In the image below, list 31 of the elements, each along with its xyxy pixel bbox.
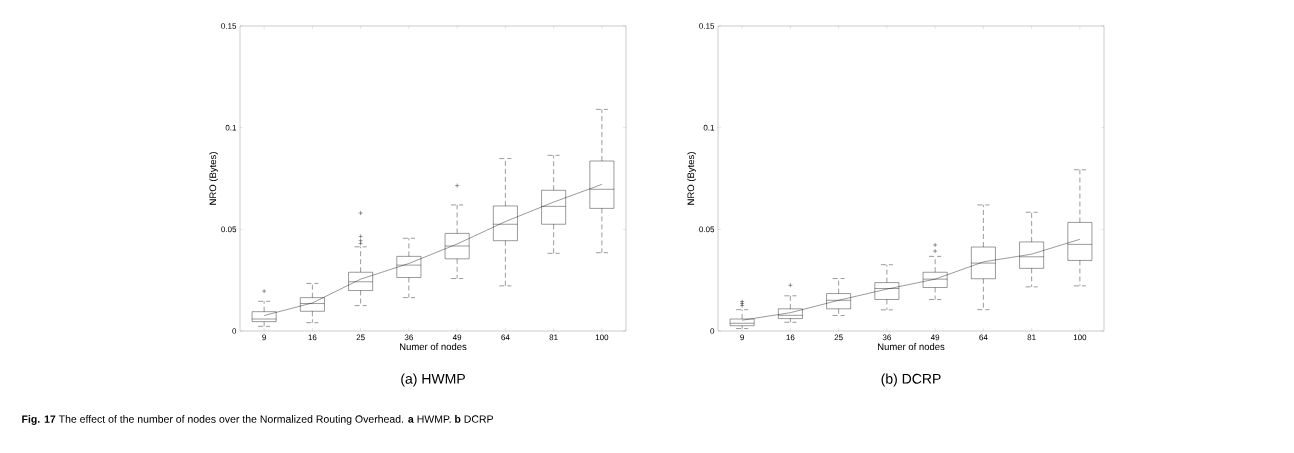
text: (a) HWMP: [401, 373, 465, 387]
x-tick-label: 16: [786, 334, 795, 341]
x-tick-label: 64: [979, 334, 988, 341]
y-axis-title: NRO (Bytes): [209, 152, 219, 205]
text: Fig. 17 The effect of the number of nodes over the Normalized Routing Overhead. a HWMP. b DCRP: [22, 415, 493, 425]
y-tick-label: 0.1: [703, 124, 715, 131]
y-tick-label: 0.05: [221, 226, 237, 233]
x-tick-label: 16: [308, 334, 317, 341]
x-axis-title: Numer of nodes: [399, 343, 467, 351]
x-tick-label: 100: [1073, 334, 1087, 341]
x-tick-label: 100: [595, 334, 609, 341]
x-axis-title: Numer of nodes: [878, 343, 945, 351]
x-tick-label: 25: [834, 334, 843, 341]
x-tick-label: 64: [501, 334, 510, 341]
x-tick-label: 25: [356, 334, 365, 341]
y-tick-label: 0: [232, 328, 237, 334]
y-tick-label: 0.15: [699, 23, 715, 29]
x-tick-label: 81: [549, 334, 558, 341]
y-tick-label: 0.15: [221, 23, 237, 29]
x-tick-label: 36: [882, 334, 891, 341]
x-tick-label: 36: [404, 334, 413, 341]
x-tick-label: 81: [1027, 334, 1036, 341]
x-tick-label: 9: [262, 334, 266, 341]
y-tick-label: 0.05: [699, 226, 715, 233]
y-tick-label: 0.1: [225, 124, 237, 131]
text: (b) DCRP: [881, 373, 941, 387]
y-axis-title: NRO (Bytes): [687, 152, 697, 205]
x-tick-label: 49: [452, 334, 462, 341]
x-tick-label: 49: [930, 334, 940, 341]
y-tick-label: 0: [710, 328, 715, 334]
x-tick-label: 9: [740, 334, 744, 341]
